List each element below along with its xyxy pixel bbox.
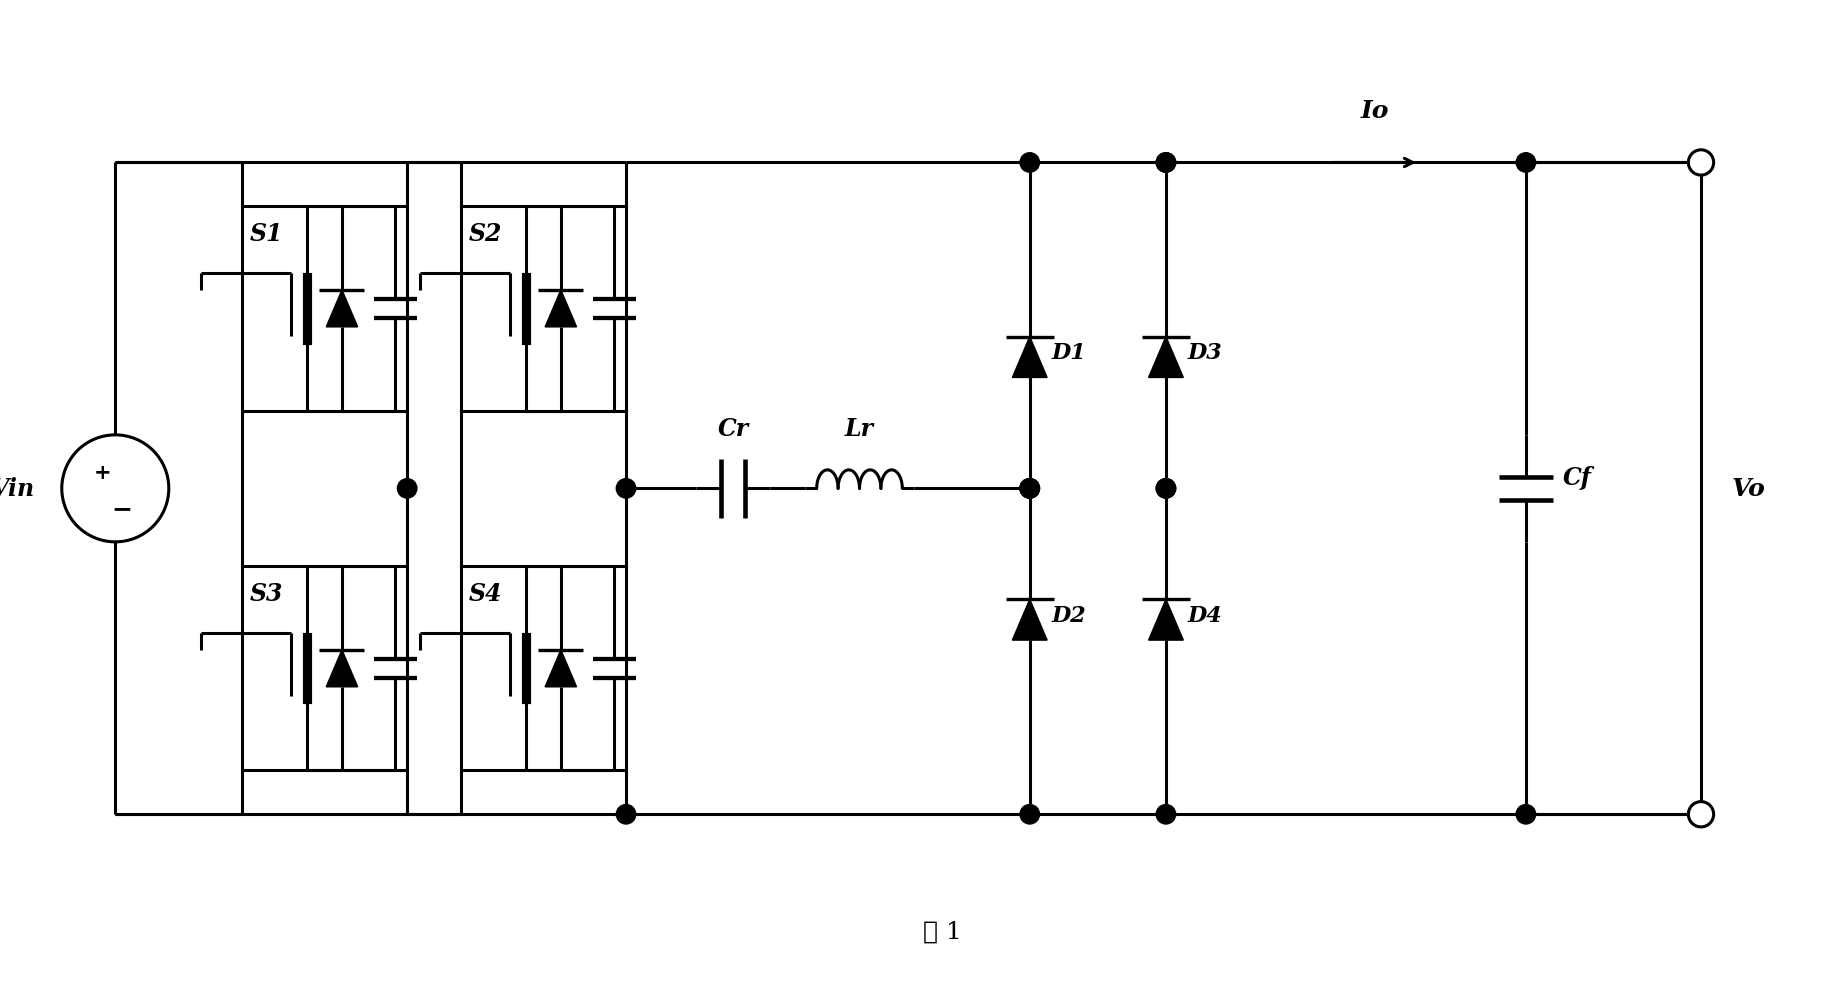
Polygon shape bbox=[1013, 337, 1046, 378]
Text: Cf: Cf bbox=[1563, 465, 1593, 489]
Bar bbox=[241, 207, 406, 411]
Polygon shape bbox=[544, 291, 577, 328]
Circle shape bbox=[1515, 153, 1536, 173]
Text: +: + bbox=[94, 462, 112, 482]
Polygon shape bbox=[326, 291, 357, 328]
Circle shape bbox=[397, 479, 417, 498]
Text: D4: D4 bbox=[1188, 604, 1223, 626]
Circle shape bbox=[1021, 479, 1039, 498]
Polygon shape bbox=[1149, 600, 1182, 641]
Bar bbox=[460, 207, 625, 411]
Circle shape bbox=[1515, 804, 1536, 824]
Text: D2: D2 bbox=[1052, 604, 1085, 626]
Polygon shape bbox=[1149, 337, 1182, 378]
Circle shape bbox=[1021, 479, 1039, 498]
Polygon shape bbox=[326, 650, 357, 687]
Text: Vin: Vin bbox=[0, 476, 35, 500]
Text: Io: Io bbox=[1361, 98, 1388, 122]
Text: D3: D3 bbox=[1188, 342, 1223, 364]
Text: Lr: Lr bbox=[844, 416, 874, 440]
Circle shape bbox=[1157, 479, 1175, 498]
Circle shape bbox=[1021, 804, 1039, 824]
Circle shape bbox=[616, 479, 636, 498]
Circle shape bbox=[1157, 804, 1175, 824]
Polygon shape bbox=[544, 650, 577, 687]
Text: −: − bbox=[112, 496, 132, 521]
Circle shape bbox=[1157, 153, 1175, 173]
Text: S2: S2 bbox=[469, 222, 502, 246]
Polygon shape bbox=[1013, 600, 1046, 641]
Bar bbox=[460, 567, 625, 770]
Circle shape bbox=[1021, 479, 1039, 498]
Circle shape bbox=[1157, 479, 1175, 498]
Text: S1: S1 bbox=[250, 222, 283, 246]
Circle shape bbox=[1021, 153, 1039, 173]
Text: Vo: Vo bbox=[1732, 476, 1765, 500]
Circle shape bbox=[1157, 153, 1175, 173]
Circle shape bbox=[1688, 801, 1714, 827]
Circle shape bbox=[616, 804, 636, 824]
Circle shape bbox=[1688, 150, 1714, 176]
Text: 图 1: 图 1 bbox=[923, 920, 962, 943]
Text: Cr: Cr bbox=[717, 416, 748, 440]
Bar bbox=[241, 567, 406, 770]
Text: D1: D1 bbox=[1052, 342, 1085, 364]
Text: S3: S3 bbox=[250, 581, 283, 605]
Text: S4: S4 bbox=[469, 581, 502, 605]
